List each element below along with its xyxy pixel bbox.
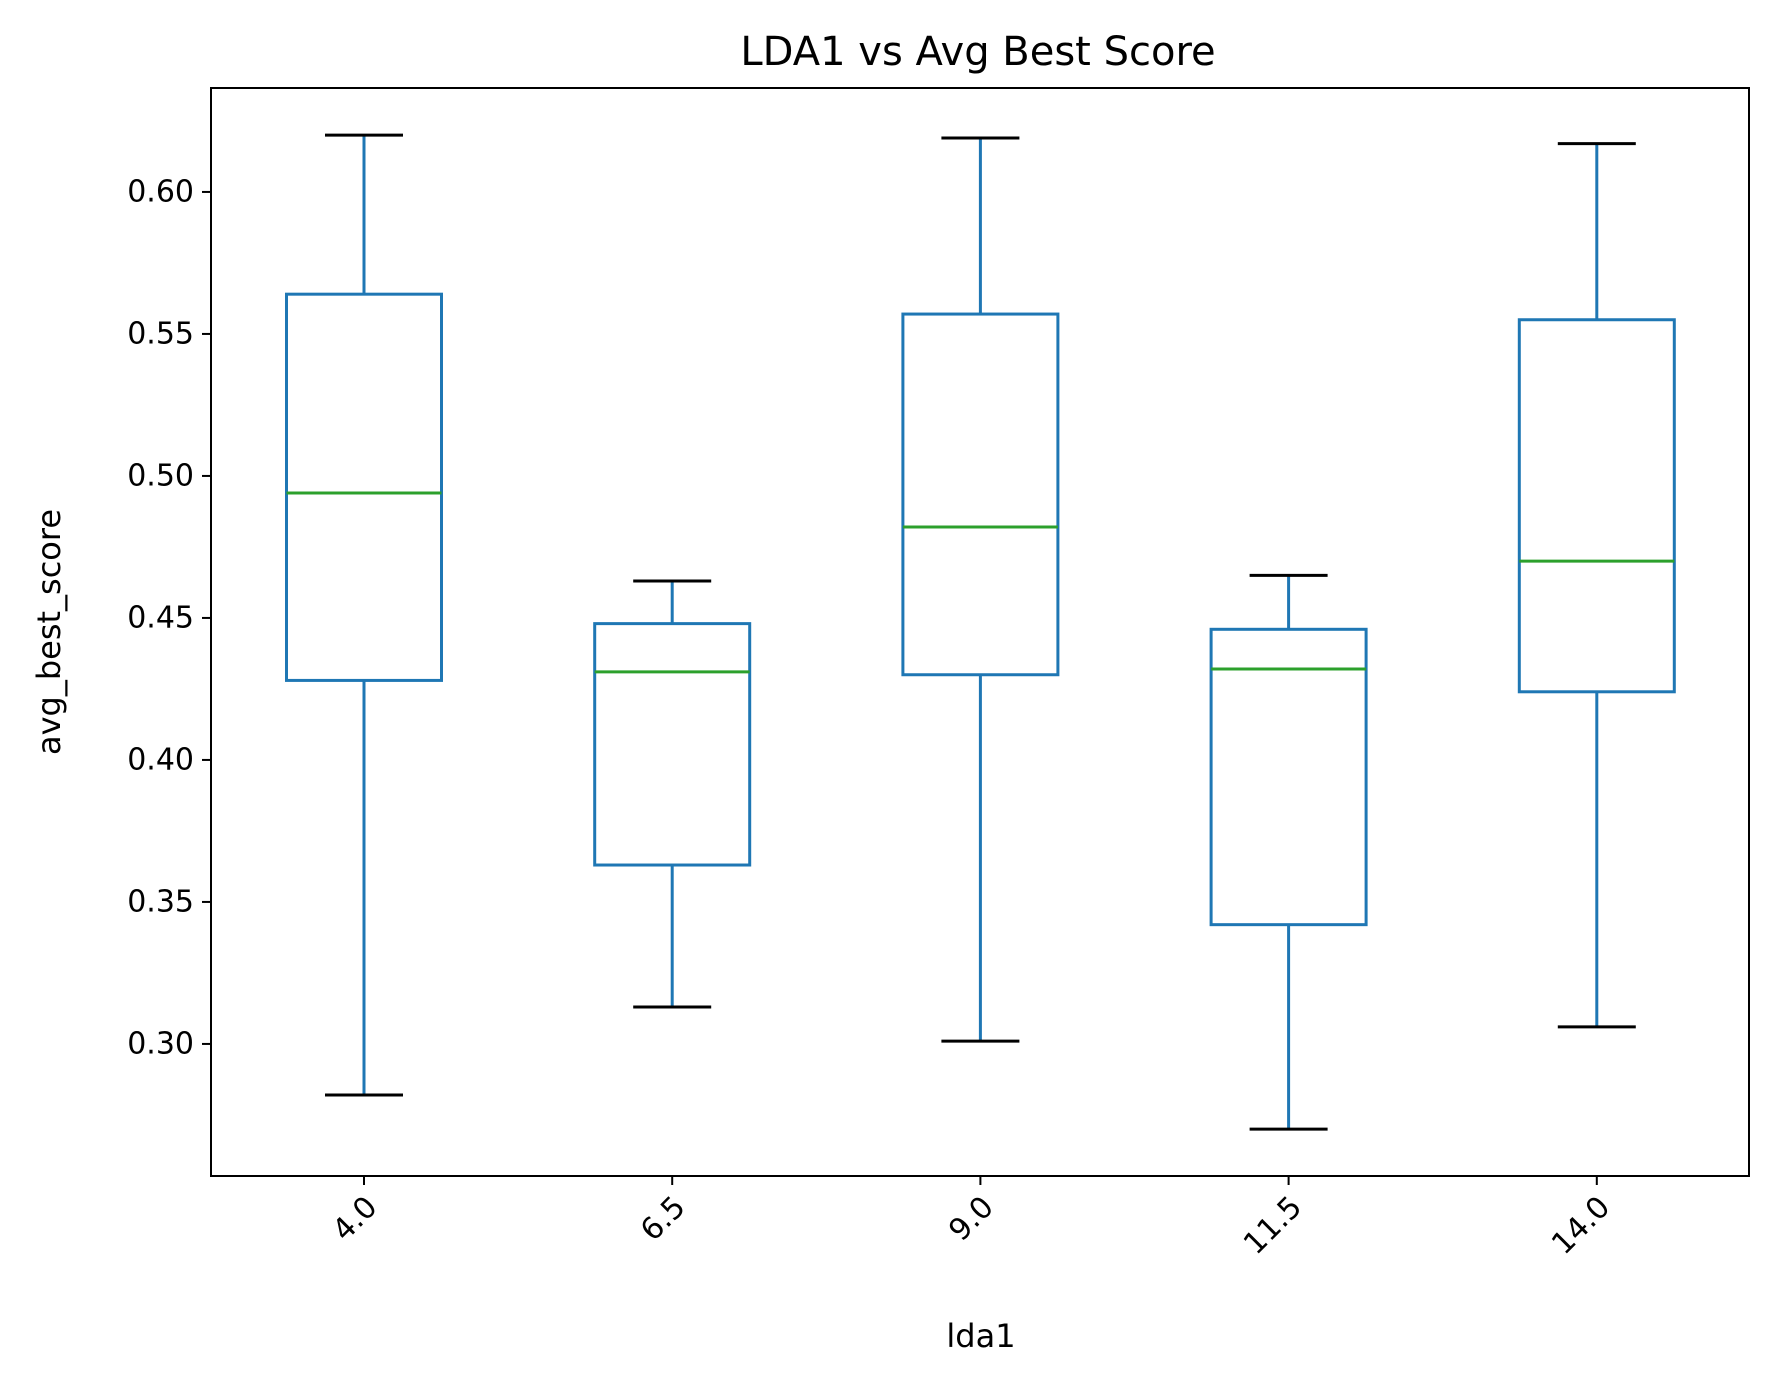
box-group-14.0 [1517, 142, 1676, 1029]
y-tick-label: 0.55 [127, 316, 194, 351]
box-iqr [1517, 318, 1676, 694]
y-axis: 0.30 0.35 0.40 0.45 0.50 0.55 0.60 [127, 174, 211, 1061]
box-iqr [1209, 627, 1368, 927]
box-group-4.0 [285, 133, 443, 1097]
y-tick-label: 0.30 [127, 1026, 194, 1061]
box-iqr [593, 622, 752, 867]
y-tick-label: 0.35 [127, 884, 194, 919]
box-group-6.5 [593, 579, 752, 1009]
box-group-9.0 [901, 136, 1060, 1043]
box-group-11.5 [1209, 573, 1368, 1131]
y-tick-label: 0.40 [127, 742, 194, 777]
y-tick-label: 0.50 [127, 458, 194, 493]
box-iqr [901, 312, 1060, 677]
box-iqr [285, 292, 443, 682]
chart-title: LDA1 vs Avg Best Score [740, 29, 1215, 75]
y-axis-label: avg_best_score [30, 509, 68, 755]
y-tick-label: 0.60 [127, 174, 194, 209]
y-tick-label: 0.45 [127, 600, 194, 635]
plot-area [285, 133, 1676, 1131]
x-axis-label: lda1 [946, 1317, 1015, 1355]
